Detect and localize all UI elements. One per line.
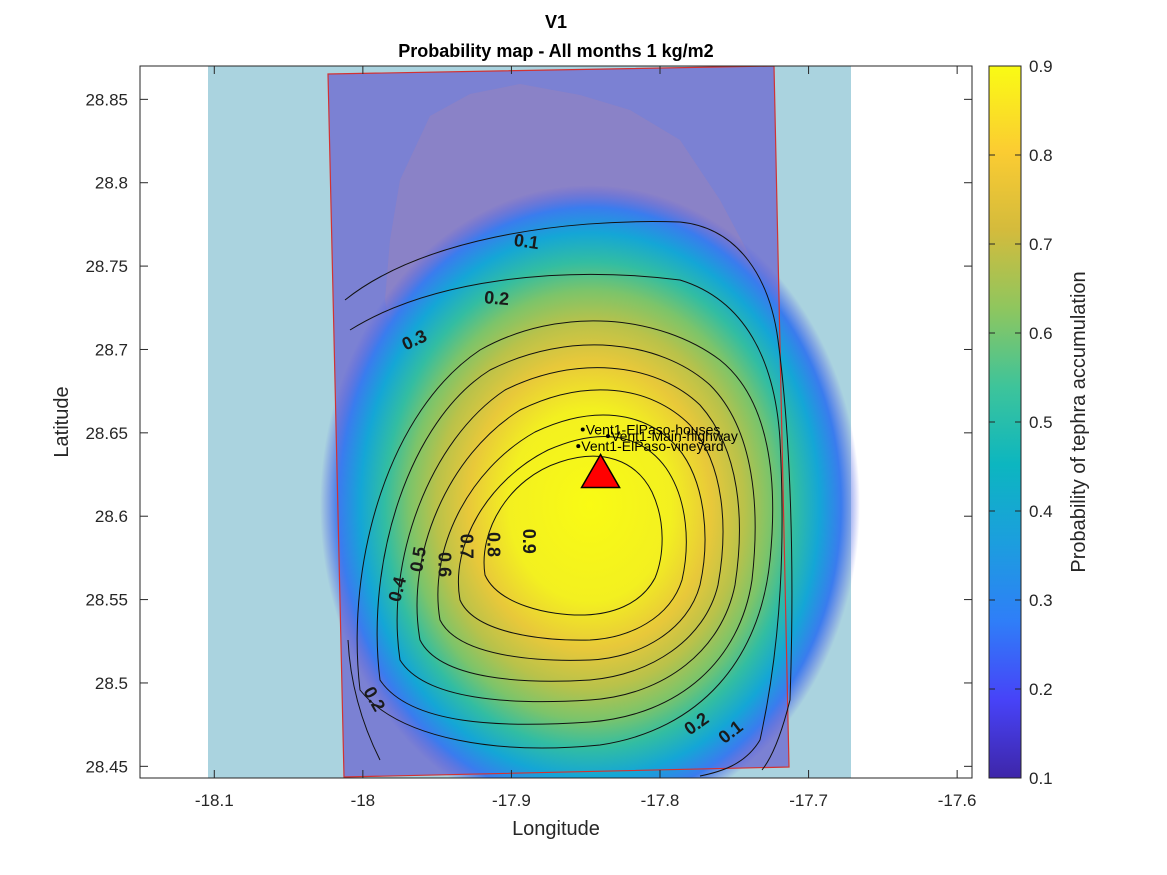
y-tick-label: 28.6 xyxy=(95,507,128,526)
x-tick-label: -17.8 xyxy=(641,791,680,810)
y-tick-label: 28.5 xyxy=(95,674,128,693)
site-label: Vent1-Main-highway xyxy=(611,428,738,444)
y-tick-label: 28.55 xyxy=(85,591,128,610)
y-tick-label: 28.65 xyxy=(85,424,128,443)
y-axis-label: Latitude xyxy=(51,386,73,457)
colorbar-tick-label: 0.2 xyxy=(1029,680,1053,699)
colorbar-tick-label: 0.6 xyxy=(1029,324,1053,343)
contour-0.7 xyxy=(437,414,706,661)
y-tick-label: 28.85 xyxy=(85,90,128,109)
x-tick-label: -18 xyxy=(351,791,376,810)
figure-subtitle: Probability map - All months 1 kg/m2 xyxy=(398,41,713,61)
contour-label: 0.5 xyxy=(406,545,430,573)
y-tick-label: 28.7 xyxy=(95,340,128,359)
colorbar-tick-label: 0.9 xyxy=(1029,57,1053,76)
x-tick-label: -18.1 xyxy=(195,791,234,810)
contour-0.5 xyxy=(396,367,740,703)
colorbar-tick-label: 0.8 xyxy=(1029,146,1053,165)
y-tick-label: 28.75 xyxy=(85,257,128,276)
colorbar-label: Probability of tephra accumulation xyxy=(1068,271,1090,572)
contour-label: 0.1 xyxy=(513,230,541,253)
figure-title: V1 xyxy=(545,12,567,32)
colorbar-tick-label: 0.1 xyxy=(1029,769,1053,788)
contour-label: 0.9 xyxy=(519,529,539,554)
colorbar: 0.1 0.2 0.3 0.4 0.5 0.6 0.7 0.8 0.9 Probability … xyxy=(988,57,1090,788)
contour-label: 0.8 xyxy=(483,532,503,557)
contour-label: 0.2 xyxy=(483,287,510,309)
contour-0.9 xyxy=(483,455,663,616)
contour-0.1 xyxy=(344,221,793,771)
y-tick-label: 28.45 xyxy=(85,757,128,776)
contour-0.3 xyxy=(356,320,774,749)
x-tick-label: -17.7 xyxy=(789,791,828,810)
contour-0.4 xyxy=(376,344,756,725)
y-tick-label: 28.8 xyxy=(95,174,128,193)
x-axis-ticks: -18.1 -18 -17.9 -17.8 -17.7 -17.6 xyxy=(195,66,977,810)
map-plot-area: 0.10.20.30.40.5 0.60.7 0.8 0.90.20.2 0.1 Ven… xyxy=(140,66,972,778)
x-tick-label: -17.9 xyxy=(492,791,531,810)
plot-frame xyxy=(139,65,973,779)
contour-label: 0.7 xyxy=(457,534,477,559)
colorbar-tick-label: 0.4 xyxy=(1029,502,1053,521)
site-markers: Vent1-ElPaso-housesVent1-Main-highwayVen… xyxy=(576,422,738,454)
site-point xyxy=(580,427,585,432)
colorbar-tick-label: 0.3 xyxy=(1029,591,1053,610)
colorbar-ticks: 0.1 0.2 0.3 0.4 0.5 0.6 0.7 0.8 0.9 xyxy=(989,57,1053,788)
site-label: Vent1-ElPaso-vineyard xyxy=(581,438,723,454)
x-axis-label: Longitude xyxy=(512,818,600,840)
colorbar-tick-label: 0.5 xyxy=(1029,413,1053,432)
site-point xyxy=(606,434,610,439)
contour-label: 0.6 xyxy=(434,552,454,577)
contour-0.8 xyxy=(457,435,687,641)
site-label: Vent1-ElPaso-houses xyxy=(586,422,721,438)
contour-0.2 xyxy=(349,273,783,777)
x-tick-label: -17.6 xyxy=(938,791,977,810)
contour-0.2-west xyxy=(347,639,381,761)
vent-triangle-marker xyxy=(580,453,621,489)
colorbar-tick-label: 0.7 xyxy=(1029,235,1053,254)
y-axis-ticks: 28.45 28.5 28.55 28.6 28.65 28.7 28.75 28.8 28.8… xyxy=(85,90,972,776)
site-point xyxy=(576,444,581,449)
contour-lines xyxy=(344,221,793,777)
contour-0.6 xyxy=(416,389,724,682)
